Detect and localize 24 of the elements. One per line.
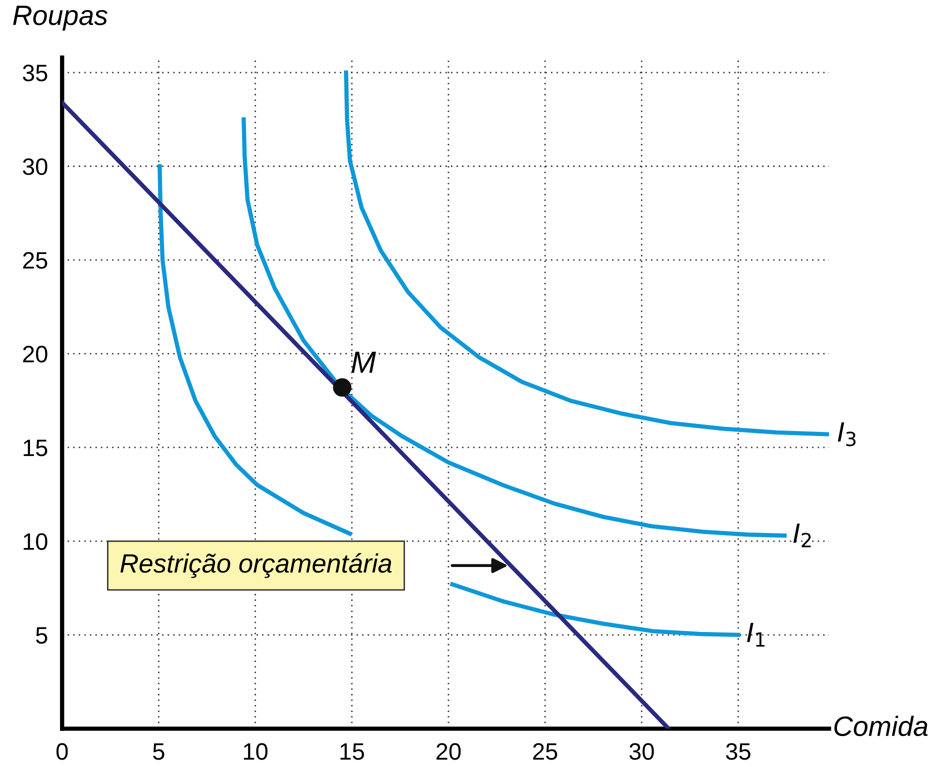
x-tick-label: 15 (340, 743, 364, 760)
x-tick-label: 0 (56, 743, 68, 760)
series-label: I$_{1}$ (747, 622, 765, 647)
line-series (242, 117, 787, 538)
y-tick-label: 5 (36, 627, 48, 644)
x-axis-title: Comida (834, 716, 928, 736)
line-series (344, 70, 830, 436)
y-tick-label: 20 (23, 346, 48, 363)
series-label: I$_{2}$ (793, 524, 811, 548)
y-tick-label: 15 (24, 440, 48, 456)
y-tick-label: 30 (22, 158, 48, 176)
x-tick-label: 20 (436, 743, 461, 760)
series-label: I$_{3}$ (838, 422, 856, 446)
x-tick-label: 10 (244, 743, 268, 760)
annotation: M (351, 352, 376, 373)
y-tick-label: 25 (23, 252, 48, 269)
x-tick-label: 30 (629, 743, 654, 760)
y-tick-label: 35 (22, 64, 48, 82)
x-tick-label: 5 (153, 743, 164, 760)
x-tick-label: 35 (726, 743, 750, 760)
y-axis-title: Roupas (13, 6, 108, 31)
y-tick-label: 10 (24, 533, 48, 550)
x-tick-label: 25 (533, 743, 558, 760)
annotation: Restrição orçamentária (120, 553, 392, 578)
